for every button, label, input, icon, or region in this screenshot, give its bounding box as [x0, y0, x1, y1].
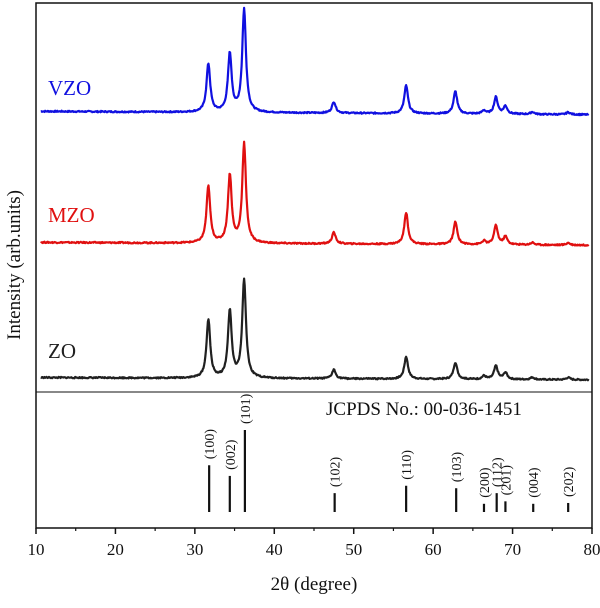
x-tick-label-60: 60: [425, 540, 442, 559]
x-axis-title: 2θ (degree): [271, 574, 358, 595]
series-line-mzo: [41, 142, 589, 246]
x-tick-label-40: 40: [266, 540, 283, 559]
series-labels: VZO MZO ZO: [48, 76, 95, 363]
reference-line-label-8: (201): [499, 465, 514, 496]
reference-line-label-0: (100): [203, 429, 218, 460]
reference-label: JCPDS No.: 00-036-1451: [326, 399, 522, 420]
x-tick-label-20: 20: [107, 540, 124, 559]
series-label-zo: ZO: [48, 339, 76, 363]
reference-line-label-9: (004): [527, 467, 542, 498]
x-tick-label-70: 70: [504, 540, 521, 559]
plot-frame: [36, 3, 592, 528]
series-line-zo: [41, 279, 589, 381]
x-axis: 10 20 30 40 50 60 70 80: [28, 528, 600, 559]
x-tick-label-30: 30: [186, 540, 203, 559]
reference-line-label-2: (101): [239, 393, 254, 424]
reference-line-label-3: (102): [329, 456, 344, 487]
reference-line-label-10: (202): [562, 466, 577, 497]
y-axis-title: Intensity (arb.units): [4, 190, 25, 340]
x-tick-label-80: 80: [584, 540, 600, 559]
reference-line-label-4: (110): [400, 450, 415, 480]
x-tick-label-10: 10: [28, 540, 45, 559]
series-group: [41, 8, 589, 380]
x-tick-label-50: 50: [345, 540, 362, 559]
reference-line-label-1: (002): [224, 439, 239, 470]
reference-line-label-5: (103): [450, 452, 465, 483]
series-label-vzo: VZO: [48, 76, 91, 100]
series-label-mzo: MZO: [48, 203, 95, 227]
series-line-vzo: [41, 8, 589, 115]
